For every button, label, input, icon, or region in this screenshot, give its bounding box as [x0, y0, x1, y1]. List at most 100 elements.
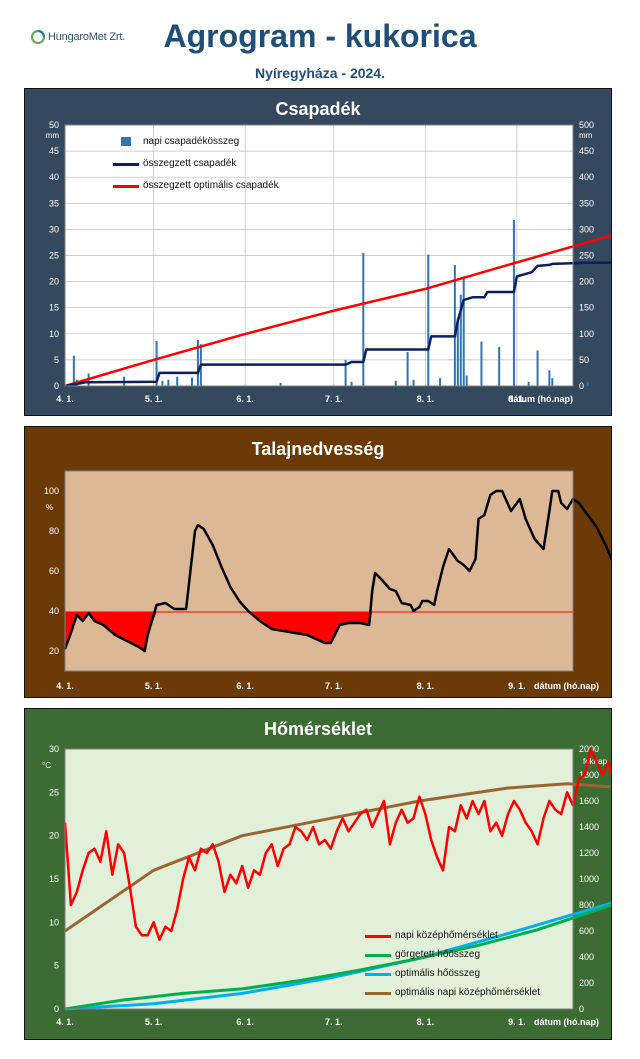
y-tick-label: 80 — [49, 526, 59, 536]
legend-swatch — [121, 137, 131, 146]
page-subtitle: Nyíregyháza - 2024. — [255, 65, 385, 81]
page-title: Agrogram - kukorica — [163, 18, 477, 54]
y-tick-label-right: 400 — [579, 172, 594, 182]
legend-label: összegzett csapadék — [143, 158, 237, 169]
y-tick-label-right: 150 — [579, 303, 594, 313]
x-tick-label: 5. 1. — [145, 394, 163, 404]
temperature-title: Hőmérséklet — [263, 719, 373, 739]
x-tick-label: 6. 1. — [236, 1017, 254, 1027]
cumulative-precip-line — [64, 261, 611, 388]
x-tick-label: 7. 1. — [325, 1017, 343, 1027]
daily-mean-temp-line — [63, 747, 611, 941]
legend-label: napi középhőmérséklet — [395, 930, 498, 941]
y-tick-label-left: 25 — [49, 251, 59, 261]
y-unit: % — [46, 503, 53, 512]
precipitation-panel: 0 5 10 15 20 25 30 35 40 45 50 0 50 100 150 200 250 300 35… — [24, 88, 612, 416]
y-tick-label-right: 200 — [579, 978, 594, 988]
x-tick-label: 9. 1. — [508, 1017, 526, 1027]
precip-bar — [480, 341, 483, 386]
y-tick-label-left: 0 — [54, 381, 59, 391]
y-tick-label-left: 10 — [49, 329, 59, 339]
y-tick-label-left: 5 — [54, 355, 59, 365]
precip-bar — [406, 352, 409, 386]
rolling-heat-sum-line — [64, 903, 611, 1011]
y-tick-label-right: 1400 — [579, 822, 599, 832]
y-tick-label-left: 30 — [49, 224, 59, 234]
plot-border — [64, 124, 574, 387]
precip-bar — [161, 380, 164, 386]
precip-bar — [465, 375, 468, 386]
optimal-daily-temp-line — [64, 782, 611, 933]
precip-bar — [512, 220, 515, 386]
precip-bar — [453, 264, 456, 386]
plot-border — [64, 748, 574, 1010]
y-tick-label-right: 250 — [579, 251, 594, 261]
y-tick-label-right: 0 — [579, 1004, 584, 1014]
soil-moisture-title: Talajnedvesség — [251, 439, 385, 459]
x-tick-label: 6. 1. — [236, 681, 254, 691]
soil-moisture-chart: 20 40 60 80 100% 4. 1. 5. 1. 6. 1. 7. 1. 8. 1. 9. … — [44, 470, 611, 691]
y-tick-label-left: 20 — [49, 277, 59, 287]
y-tick-label-right: 500 — [579, 120, 594, 130]
precip-bar — [362, 252, 365, 386]
y-tick-label-left: 5 — [54, 961, 59, 971]
x-tick-label: 5. 1. — [145, 1017, 163, 1027]
legend-label: optimális hőösszeg — [395, 968, 481, 979]
y-tick-label: 60 — [49, 566, 59, 576]
y-tick-label-right: 200 — [579, 277, 594, 287]
y-tick-label: 20 — [49, 646, 59, 656]
y-tick-label-left: 40 — [49, 172, 59, 182]
legend-swatch — [365, 992, 391, 995]
x-tick-label: 9. 1. — [508, 681, 526, 691]
y-tick-label-right: 1600 — [579, 796, 599, 806]
y-tick-label-right: 350 — [579, 198, 594, 208]
y-tick-label-left: 35 — [49, 198, 59, 208]
y-tick-label-left: 50 — [49, 120, 59, 130]
precip-bar — [462, 276, 465, 386]
legend-label: összegzett optimális csapadék — [143, 180, 279, 191]
precip-bar — [551, 378, 554, 386]
precip-bar — [155, 341, 158, 386]
soil-moisture-line — [63, 489, 611, 653]
y-tick-label-left: 15 — [49, 303, 59, 313]
precip-bar — [350, 381, 353, 386]
precipitation-chart: 0510152025303540455005010015020025030035… — [46, 120, 611, 404]
legend-swatch — [365, 954, 391, 957]
x-axis-label: dátum (hó.nap) — [534, 1017, 599, 1027]
y-unit-left: mm — [46, 131, 60, 140]
y-tick-label-right: 0 — [579, 381, 584, 391]
precip-bar — [548, 370, 551, 386]
x-tick-label: 7. 1. — [325, 681, 343, 691]
legend-label: optimális napi középhőmérséklet — [395, 987, 541, 998]
y-tick-label-right: 2000 — [579, 744, 599, 754]
precip-bar — [191, 377, 193, 386]
x-tick-label: 4. 1. — [56, 681, 74, 691]
precip-bar — [279, 382, 282, 386]
x-tick-label: 4. 1. — [56, 1017, 74, 1027]
x-tick-label: 7. 1. — [325, 394, 343, 404]
x-tick-label: 6. 1. — [236, 394, 254, 404]
x-axis-label: dátum (hó.nap) — [534, 681, 599, 691]
y-tick-label-left: 45 — [49, 146, 59, 156]
y-unit-left: °C — [42, 761, 51, 770]
y-tick-label-right: 1200 — [579, 848, 599, 858]
precip-bar — [456, 318, 459, 386]
precip-bar — [394, 380, 397, 386]
y-tick-label-right: 800 — [579, 900, 594, 910]
precip-bar — [344, 359, 347, 386]
precip-bar — [459, 294, 462, 386]
y-tick-label-left: 15 — [49, 874, 59, 884]
legend-swatch — [113, 163, 139, 166]
y-tick-label-right: 450 — [579, 146, 594, 156]
legend-swatch — [365, 973, 391, 976]
soil-moisture-panel: 20 40 60 80 100% 4. 1. 5. 1. 6. 1. 7. 1. 8. 1. 9. … — [24, 426, 612, 698]
precip-bar — [412, 379, 415, 386]
plot-border — [64, 470, 574, 672]
y-tick-label-right: 1000 — [579, 874, 599, 884]
x-tick-label: 9. 1. — [508, 394, 526, 404]
precip-bar — [536, 350, 539, 386]
y-tick-label-left: 20 — [49, 831, 59, 841]
deficit-area — [65, 612, 611, 651]
y-unit-right: mm — [579, 131, 593, 140]
precip-bar — [167, 379, 170, 386]
